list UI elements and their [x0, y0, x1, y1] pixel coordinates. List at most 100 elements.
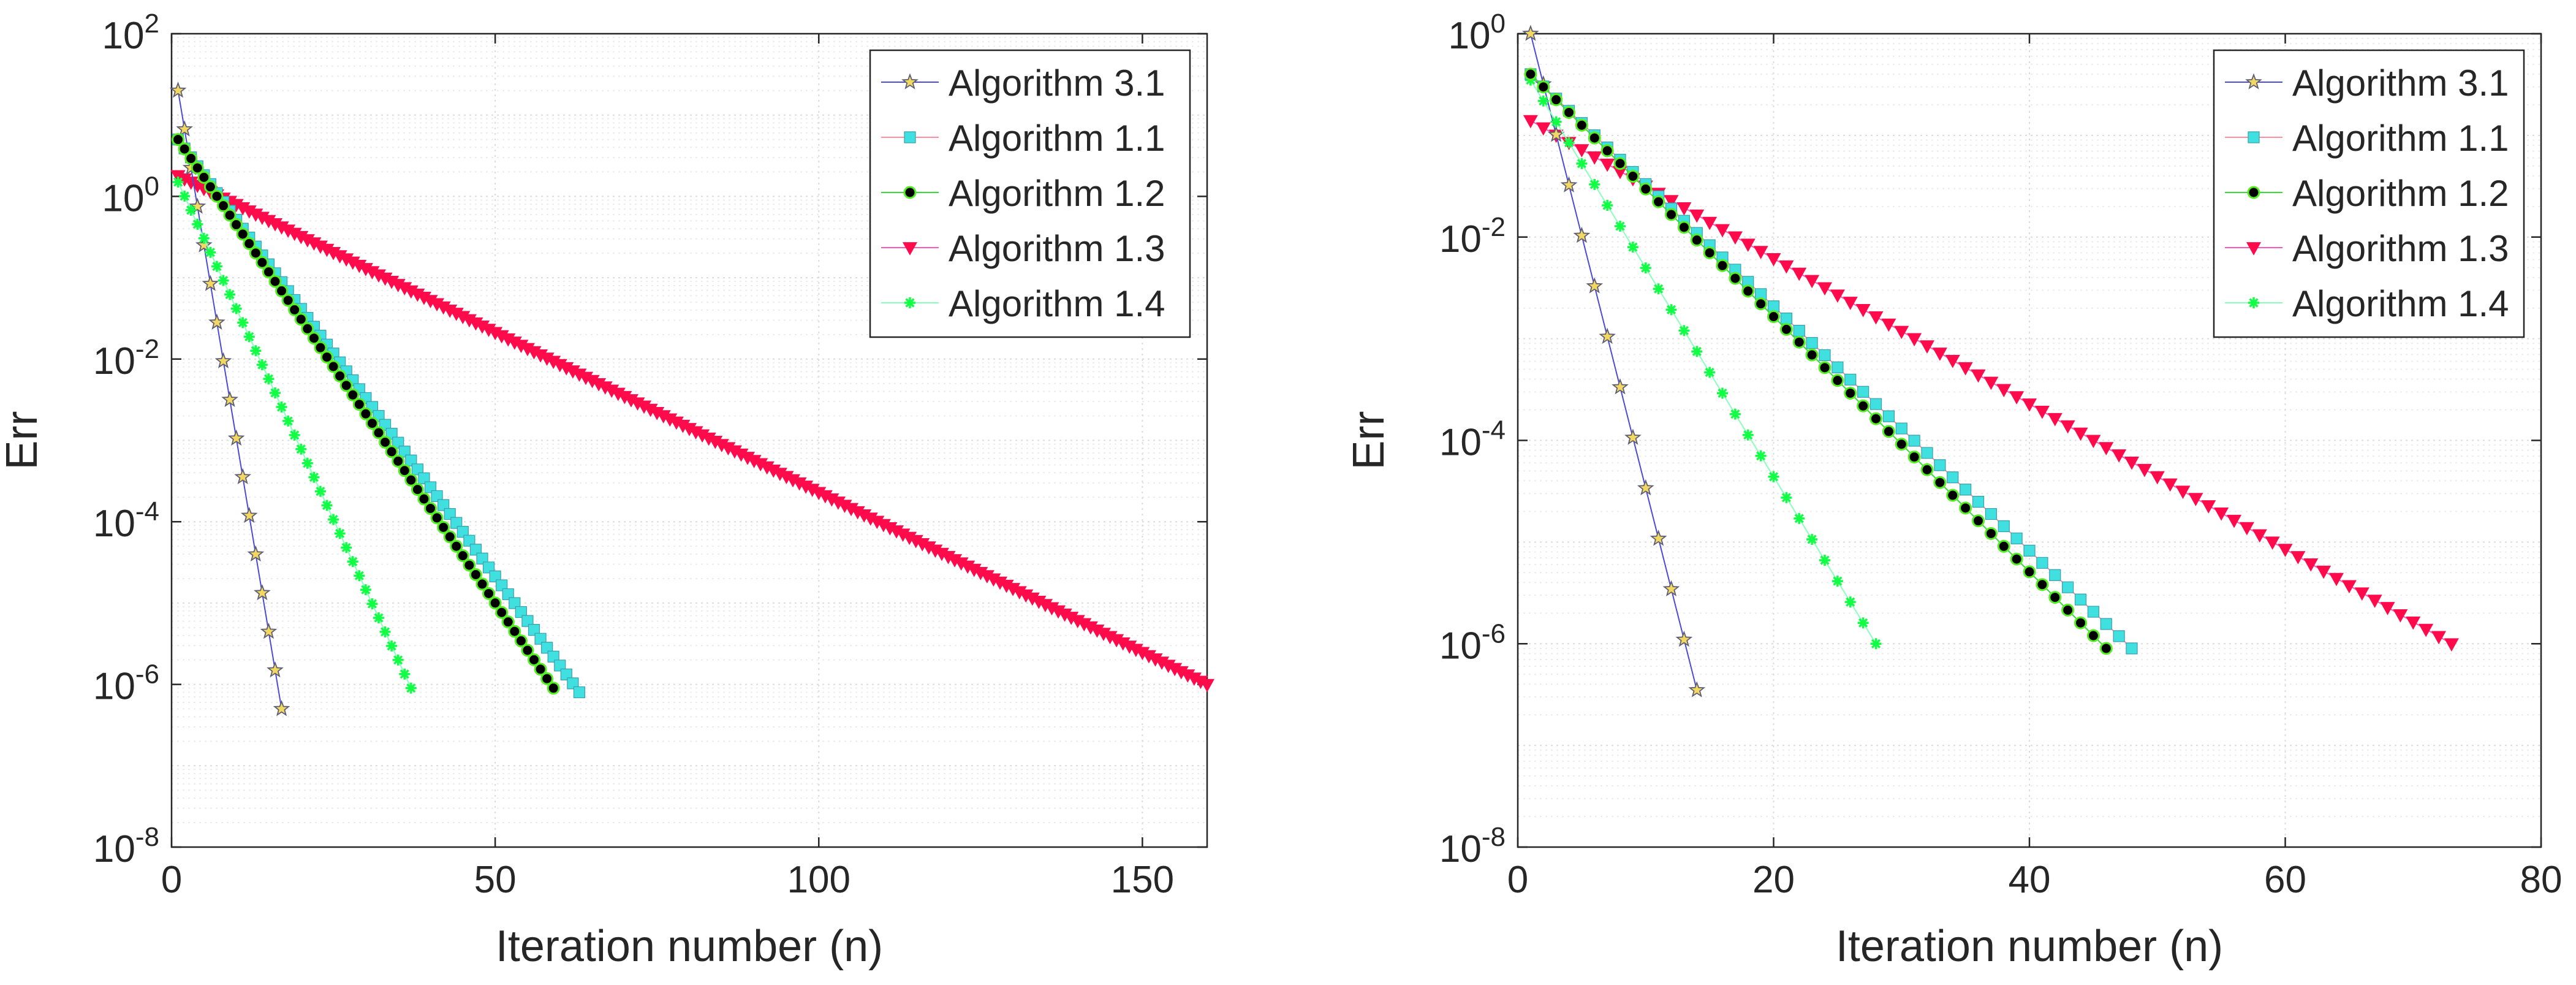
data-point	[1537, 80, 1550, 94]
data-point	[2444, 638, 2459, 652]
data-point	[230, 218, 243, 232]
legend-label: Algorithm 1.2	[949, 173, 1165, 214]
data-point	[1921, 447, 1933, 459]
data-point	[2099, 642, 2113, 655]
data-point	[1932, 348, 1947, 361]
y-tick-label: 10-8	[1439, 822, 1506, 870]
data-point	[276, 401, 287, 413]
data-point	[1817, 282, 1833, 296]
data-point	[294, 313, 308, 326]
data-point	[1665, 208, 1678, 221]
data-point	[1573, 226, 1591, 243]
data-point	[236, 227, 249, 241]
data-point	[1729, 408, 1741, 420]
data-point	[1907, 333, 1922, 347]
legend-box	[2213, 49, 2525, 338]
data-point	[346, 388, 360, 401]
data-point	[275, 284, 289, 298]
legend-item: Algorithm 1.1	[881, 118, 1165, 159]
data-point	[1766, 253, 1781, 267]
data-point	[2316, 565, 2332, 579]
data-point	[2062, 581, 2074, 593]
series-algorithm-1-4	[172, 177, 417, 694]
y-tick-label: 10-4	[1439, 416, 1506, 464]
data-point	[443, 530, 456, 544]
data-point	[398, 464, 411, 477]
data-point	[1599, 327, 1616, 344]
data-point	[1960, 484, 1972, 496]
data-point	[1662, 580, 1680, 596]
data-point	[333, 369, 347, 382]
data-point	[2023, 565, 2036, 579]
data-point	[2239, 522, 2254, 536]
data-point	[405, 682, 417, 694]
data-point	[1688, 681, 1706, 698]
data-point	[203, 180, 217, 194]
data-point	[1653, 283, 1664, 295]
series-algorithm-1-2	[172, 133, 560, 695]
legend-label: Algorithm 1.3	[949, 228, 1165, 269]
data-point	[1868, 311, 1884, 325]
data-point	[1794, 512, 1805, 524]
data-point	[365, 417, 379, 430]
data-point	[217, 199, 230, 213]
data-point	[1576, 158, 1588, 169]
data-point	[176, 120, 193, 137]
data-point	[495, 606, 509, 619]
data-point	[249, 246, 262, 260]
data-point	[1946, 489, 1960, 502]
data-point	[1613, 157, 1627, 170]
data-point	[1767, 300, 1780, 313]
series-line	[1529, 33, 1698, 691]
data-point	[1830, 289, 1845, 303]
legend-marker	[2245, 73, 2262, 89]
x-tick-label: 20	[1752, 859, 1795, 901]
data-point	[1575, 118, 1588, 132]
data-point	[178, 142, 191, 156]
data-point	[211, 261, 222, 272]
data-point	[1844, 596, 1856, 608]
data-point	[1805, 275, 1820, 289]
data-point	[223, 208, 237, 222]
data-point	[295, 443, 307, 455]
data-point	[1522, 25, 1539, 41]
data-point	[282, 415, 294, 427]
data-point	[1547, 126, 1565, 142]
data-point	[1704, 367, 1716, 378]
x-axis-label: Iteration number (n)	[1836, 922, 2223, 971]
data-point	[1550, 93, 1563, 107]
data-point	[2214, 507, 2229, 521]
legend-label: Algorithm 1.1	[949, 118, 1165, 159]
data-point	[1768, 471, 1779, 482]
data-point	[404, 473, 418, 487]
x-tick-label: 0	[161, 859, 182, 901]
data-point	[267, 661, 284, 678]
data-point	[1727, 231, 1743, 245]
data-point	[1806, 337, 1818, 349]
data-point	[1600, 158, 1615, 172]
data-point	[1677, 221, 1691, 234]
data-point	[320, 351, 333, 364]
data-point	[227, 429, 245, 446]
data-point	[1767, 310, 1780, 324]
data-point	[1678, 325, 1690, 337]
legend-item: Algorithm 1.1	[2225, 118, 2509, 159]
legend-item: Algorithm 1.3	[881, 228, 1165, 269]
axes-box	[170, 32, 1208, 848]
legend-item: Algorithm 3.1	[2225, 63, 2509, 104]
data-point	[314, 341, 327, 354]
data-point	[1664, 195, 1679, 208]
legend-item: Algorithm 1.3	[2225, 228, 2509, 269]
data-point	[373, 612, 384, 623]
data-point	[1665, 304, 1677, 316]
data-point	[240, 506, 258, 523]
data-point	[1843, 297, 1858, 310]
data-point	[172, 177, 184, 188]
data-point	[198, 232, 210, 244]
data-point	[2048, 591, 2062, 604]
data-point	[2201, 500, 2216, 514]
data-point	[1855, 304, 1871, 318]
data-point	[1895, 422, 1907, 435]
data-point	[1717, 387, 1728, 399]
data-point	[2061, 603, 2075, 617]
